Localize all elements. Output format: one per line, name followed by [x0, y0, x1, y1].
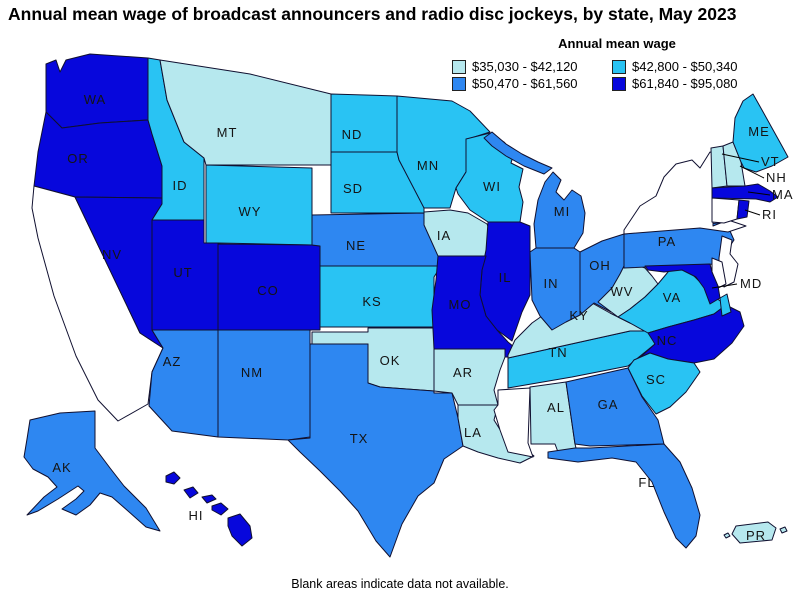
leader-line-ma — [747, 191, 771, 196]
state-wy[interactable] — [205, 164, 313, 246]
state-la[interactable] — [457, 404, 535, 464]
page-title: Annual mean wage of broadcast announcers… — [8, 4, 737, 24]
state-hi[interactable] — [165, 471, 253, 547]
state-nh[interactable] — [722, 141, 746, 187]
state-nm[interactable] — [217, 329, 311, 441]
leader-line-md — [711, 283, 738, 289]
state-label-nh: NH — [766, 170, 787, 185]
legend-swatch-class4 — [612, 76, 626, 91]
legend-label-class3: $50,470 - $61,560 — [472, 76, 578, 91]
state-label-hi: HI — [189, 508, 204, 523]
state-ne[interactable] — [311, 212, 442, 267]
state-wa[interactable] — [45, 53, 149, 129]
state-co[interactable] — [217, 243, 321, 331]
legend-label-class2: $42,800 - $50,340 — [632, 59, 738, 74]
state-md[interactable] — [644, 263, 721, 305]
state-ma[interactable] — [711, 183, 779, 203]
state-label-ri: RI — [762, 207, 777, 222]
state-in[interactable] — [529, 247, 581, 331]
state-mi[interactable] — [483, 131, 586, 249]
state-ct[interactable] — [711, 197, 740, 224]
legend-swatch-class3 — [452, 76, 466, 91]
leader-line-ri — [744, 209, 761, 216]
state-ms[interactable] — [493, 387, 534, 458]
state-ri[interactable] — [736, 199, 750, 220]
state-ar[interactable] — [433, 348, 506, 406]
legend-swatch-class1 — [452, 59, 466, 74]
legend-item-class1: $35,030 - $42,120 — [452, 59, 612, 74]
state-label-md: MD — [740, 276, 762, 291]
legend-swatch-class2 — [612, 59, 626, 74]
leader-line-nh — [739, 165, 765, 179]
legend-item-class3: $50,470 - $61,560 — [452, 76, 612, 91]
state-fl[interactable] — [547, 443, 701, 549]
leader-line-vt — [721, 153, 760, 163]
legend: Annual mean wage $35,030 - $42,120 $42,8… — [452, 36, 782, 91]
legend-grid: $35,030 - $42,120 $42,800 - $50,340 $50,… — [452, 59, 782, 91]
state-me[interactable] — [732, 93, 789, 173]
state-or[interactable] — [33, 111, 163, 199]
legend-title: Annual mean wage — [558, 36, 676, 51]
state-sc[interactable] — [627, 352, 701, 415]
state-va-eastern-shore[interactable] — [719, 293, 732, 317]
legend-label-class1: $35,030 - $42,120 — [472, 59, 578, 74]
footnote: Blank areas indicate data not available. — [291, 577, 509, 591]
state-ky[interactable] — [507, 300, 649, 359]
legend-label-class4: $61,840 - $95,080 — [632, 76, 738, 91]
state-ak[interactable] — [23, 410, 161, 532]
legend-item-class2: $42,800 - $50,340 — [612, 59, 782, 74]
state-tx[interactable] — [287, 343, 464, 558]
legend-item-class4: $61,840 - $95,080 — [612, 76, 782, 91]
state-wi[interactable] — [455, 132, 524, 223]
state-pr[interactable] — [723, 521, 788, 544]
state-nd[interactable] — [330, 93, 398, 153]
state-ks[interactable] — [319, 265, 442, 328]
